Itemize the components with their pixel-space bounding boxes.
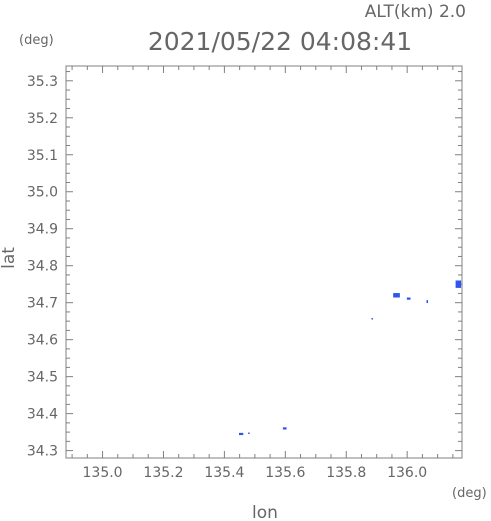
x-tick-label: 135.0 [83,465,123,481]
data-point [248,432,250,434]
x-tick-label: 136.0 [387,465,427,481]
x-tick-label: 135.4 [204,465,244,481]
x-axis-unit: (deg) [452,486,487,501]
data-point [455,280,462,288]
chart-subtitle: ALT(km) 2.0 [365,2,466,22]
y-tick-label: 34.9 [27,222,58,238]
y-tick-label: 35.0 [27,185,58,201]
chart-title: 2021/05/22 04:08:41 [148,27,412,56]
plot-area-frame [65,65,463,459]
x-tick-label: 135.8 [326,465,366,481]
y-tick-label: 34.3 [27,444,58,460]
y-axis-label: lat [0,247,19,269]
y-tick-label: 34.5 [27,370,58,386]
y-axis-ticks: 34.3 34.4 34.5 34.6 34.7 34.8 34.9 35.0 35.1 35.2… [27,71,462,460]
data-points [239,280,462,436]
y-tick-label: 34.4 [27,407,58,423]
data-point [393,293,400,298]
data-point [239,432,244,436]
y-tick-label: 34.6 [27,333,58,349]
x-tick-label: 135.6 [265,465,305,481]
data-point [371,318,374,320]
y-tick-label: 35.3 [27,74,58,90]
y-tick-label: 34.8 [27,259,58,275]
data-point [282,427,287,430]
data-point [406,297,411,300]
y-tick-label: 34.7 [27,296,58,312]
data-point [426,300,429,304]
x-axis-ticks: 135.0 135.2 135.4 135.6 135.8 136.0 [71,66,454,481]
y-tick-label: 35.1 [27,148,58,164]
x-tick-label: 135.2 [143,465,183,481]
y-tick-label: 35.2 [27,111,58,127]
y-axis-unit: (deg) [19,33,54,48]
x-axis-label: lon [252,503,278,521]
